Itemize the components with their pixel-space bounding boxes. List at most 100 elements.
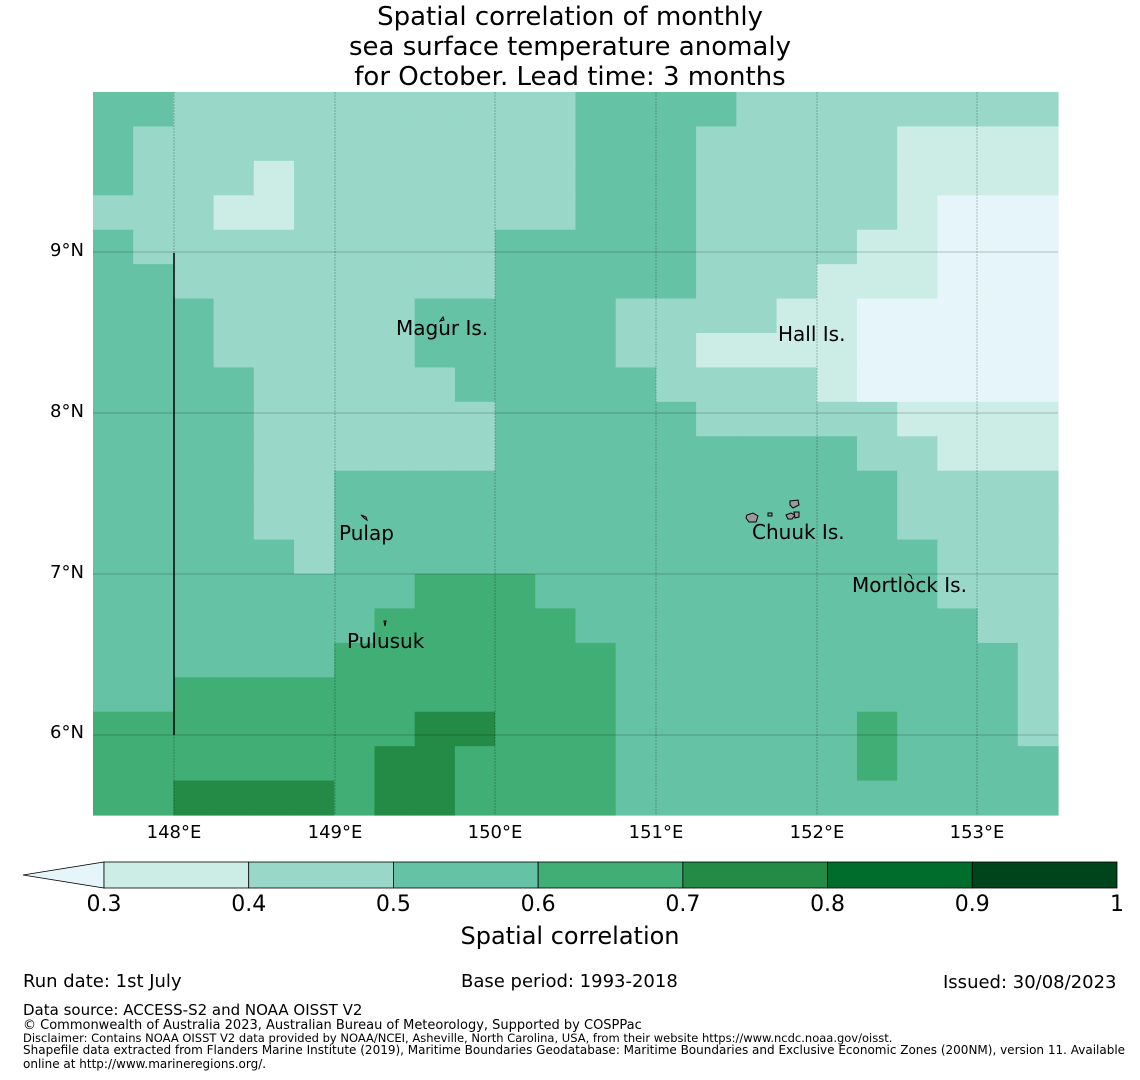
grid-cell — [495, 195, 536, 231]
grid-cell — [173, 92, 215, 128]
grid-cell — [495, 574, 536, 610]
grid-cell — [414, 126, 456, 162]
grid-cell — [575, 539, 617, 575]
grid-cell — [816, 574, 858, 610]
grid-cell — [816, 401, 858, 437]
grid-cell — [454, 264, 496, 300]
grid-cell — [535, 195, 577, 231]
grid-cell — [414, 92, 456, 128]
grid-cell — [294, 92, 335, 128]
grid-cell — [173, 264, 215, 300]
grid-cell — [736, 505, 778, 541]
mortlock-island-shape — [907, 573, 913, 580]
grid-cell — [334, 436, 376, 472]
grid-cell — [213, 367, 255, 403]
grid-cell — [173, 126, 215, 162]
grid-cell — [655, 436, 697, 472]
grid-cell — [937, 746, 979, 782]
grid-cell — [696, 642, 737, 678]
grid-cell — [213, 229, 255, 265]
grid-cell — [173, 436, 215, 472]
grid-cell — [253, 505, 295, 541]
grid-cell — [776, 780, 818, 816]
lon-label-153e: 153°E — [949, 822, 1005, 843]
grid-cell — [696, 711, 737, 747]
grid-cell — [173, 367, 215, 403]
grid-cell — [93, 711, 134, 747]
grid-cell — [1017, 92, 1059, 128]
grid-cell — [294, 642, 335, 678]
grid-cell — [655, 746, 697, 782]
grid-cell — [414, 746, 456, 782]
grid-cell — [615, 574, 657, 610]
grid-cell — [93, 298, 134, 334]
shapefile-credit-url: online at http://www.marineregions.org/. — [23, 1057, 267, 1071]
colorbar-segment — [682, 861, 828, 889]
grid-cell — [816, 780, 858, 816]
grid-cell — [615, 264, 657, 300]
grid-cell — [213, 574, 255, 610]
grid-cell — [173, 677, 215, 713]
grid-cell — [655, 711, 697, 747]
grid-cell — [454, 298, 496, 334]
grid-cell — [937, 264, 979, 300]
grid-cell — [977, 711, 1019, 747]
grid-cell — [334, 160, 376, 196]
grid-cell — [937, 711, 979, 747]
grid-cell — [173, 505, 215, 541]
grid-cell — [816, 539, 858, 575]
lon-label-151e: 151°E — [628, 822, 684, 843]
grid-cell — [575, 298, 617, 334]
grid-cell — [856, 401, 898, 437]
grid-cell — [856, 333, 898, 369]
grid-cell — [696, 160, 737, 196]
grid-cell — [897, 401, 938, 437]
colorbar-segment — [827, 861, 973, 889]
grid-cell — [1017, 505, 1059, 541]
grid-cell — [93, 539, 134, 575]
grid-cell — [374, 436, 416, 472]
grid-cell — [615, 92, 657, 128]
grid-cell — [133, 780, 175, 816]
grid-cell — [736, 298, 778, 334]
grid-cell — [133, 539, 175, 575]
grid-cell — [294, 608, 335, 644]
grid-cell — [1017, 539, 1059, 575]
grid-cell — [977, 608, 1019, 644]
grid-cell — [655, 574, 697, 610]
colorbar-tick-label: 1 — [1110, 892, 1124, 917]
grid-cell — [133, 677, 175, 713]
grid-cell — [1017, 574, 1059, 610]
colorbar-segment — [248, 861, 394, 889]
grid-cell — [253, 92, 295, 128]
chuuk-island-shape-3 — [767, 512, 773, 517]
grid-cell — [495, 677, 536, 713]
grid-cell — [816, 711, 858, 747]
grid-cell — [937, 367, 979, 403]
grid-cell — [213, 677, 255, 713]
grid-cell — [414, 642, 456, 678]
grid-cell — [816, 195, 858, 231]
grid-cell — [495, 367, 536, 403]
grid-cell — [655, 126, 697, 162]
grid-cell — [294, 505, 335, 541]
grid-cell — [495, 746, 536, 782]
grid-cell — [173, 333, 215, 369]
grid-cell — [334, 711, 376, 747]
grid-cell — [374, 264, 416, 300]
grid-cell — [334, 229, 376, 265]
grid-cell — [454, 126, 496, 162]
grid-cell — [133, 160, 175, 196]
grid-cell — [294, 367, 335, 403]
grid-cell — [495, 608, 536, 644]
grid-cell — [253, 367, 295, 403]
grid-cell — [294, 126, 335, 162]
grid-cell — [897, 642, 938, 678]
grid-cell — [93, 229, 134, 265]
grid-cell — [133, 711, 175, 747]
grid-cell — [1017, 780, 1059, 816]
grid-cell — [93, 470, 134, 506]
grid-cell — [334, 677, 376, 713]
grid-cell — [213, 401, 255, 437]
grid-cell — [173, 195, 215, 231]
